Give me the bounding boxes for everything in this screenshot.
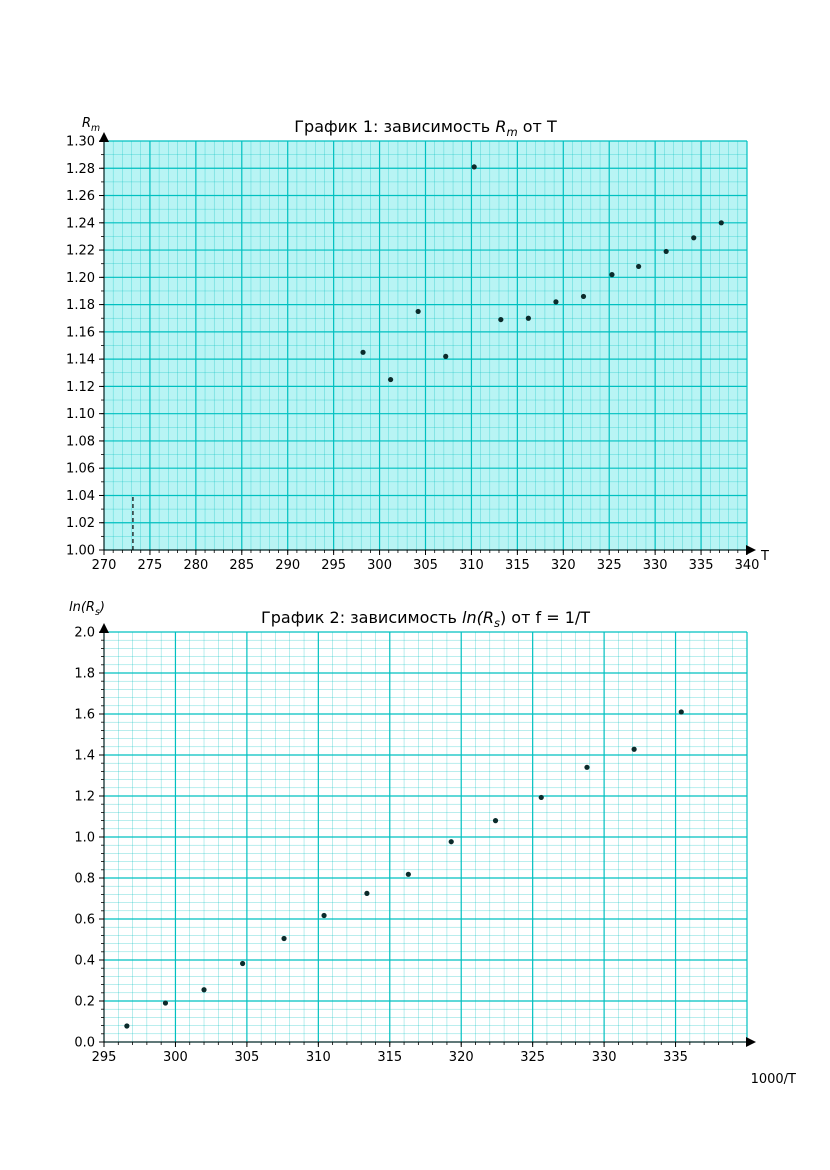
x-tick-label: 335 [663,1050,688,1065]
x-tick-label: 320 [449,1050,474,1065]
data-point [281,935,287,942]
x-tick-label: 275 [138,558,163,573]
y-tick-label: 1.8 [74,667,95,682]
y-tick-label: 1.06 [66,462,95,477]
y-tick-label: 1.24 [66,216,95,231]
y-axis-arrow-icon [99,623,109,633]
y-tick-label: 1.4 [74,749,95,764]
x-tick-label: 280 [183,558,208,573]
data-point [538,794,544,801]
x-tick-label: 330 [643,558,668,573]
y-tick-label: 0.6 [74,913,95,928]
y-tick-label: 1.18 [66,298,95,313]
y-tick-label: 1.30 [66,135,95,150]
data-points [360,164,724,383]
data-point [321,912,327,919]
y-tick-label: 1.22 [66,244,95,259]
x-tick-label: 325 [597,558,622,573]
y-tick-label: 0.4 [74,954,95,969]
x-tick-label: 340 [735,558,760,573]
y-tick-label: 1.6 [74,708,95,723]
data-point [691,235,697,241]
y-tick-label: 1.28 [66,162,95,177]
data-point [387,376,394,383]
x-tick-label: 300 [367,558,392,573]
y-tick-label: 0.2 [74,995,95,1010]
grid [103,631,748,1043]
x-tick-label: 310 [459,558,484,573]
data-point [609,272,615,278]
chart-title: График 2: зависимость ln(Rs) от f = 1/T [261,608,590,630]
data-points [124,709,684,1029]
y-tick-label: 1.10 [66,407,95,422]
y-tick-label: 1.16 [66,325,95,340]
data-point [415,308,421,315]
data-point [240,960,246,967]
y-tick-label: 1.02 [66,516,95,531]
x-tick-label: 285 [229,558,254,573]
x-tick-label: 295 [321,558,346,573]
data-point [443,353,449,360]
chart-title: График 1: зависимость Rm от T [294,117,557,139]
y-tick-label: 1.2 [74,790,95,805]
data-point [718,220,724,226]
x-tick-label: 305 [234,1050,259,1065]
x-tick-label: 300 [163,1050,188,1065]
x-tick-label: 330 [592,1050,617,1065]
y-axis-label: Rm [82,116,100,134]
x-tick-label: 320 [551,558,576,573]
x-tick-label: 290 [275,558,300,573]
chart-2-lnrs-vs-f: 295 300 305 310 315 320 325 330 335 0.0 0.2 0.4 0.6 0… [69,600,796,1087]
x-tick-label: 305 [413,558,438,573]
chart-1-rm-vs-t: 270 275 280 285 290 295 300 305 310 315 320 325 330 3… [66,116,769,573]
data-point [584,764,590,770]
data-point [124,1023,130,1029]
y-tick-label: 1.04 [66,489,95,504]
data-point [360,349,366,355]
y-tick-label: 1.08 [66,434,95,449]
x-tick-label: 315 [377,1050,402,1065]
x-tick-label: 295 [92,1050,117,1065]
y-axis-arrow-icon [99,132,109,142]
data-point [636,263,642,270]
data-point [553,299,559,305]
x-axis-arrow-icon [746,545,756,555]
y-tick-label: 0.8 [74,872,95,887]
x-tick-label: 335 [689,558,714,573]
x-tick-label: 270 [92,558,117,573]
x-axis-label: T [760,549,769,564]
x-tick-label: 325 [520,1050,545,1065]
data-point [580,293,587,300]
y-tick-label: 1.20 [66,271,95,286]
data-point [448,839,454,845]
data-point [663,248,669,255]
data-point [525,315,531,321]
y-tick-label: 2.0 [74,626,95,641]
y-tick-label: 1.0 [74,831,95,846]
y-tick-label: 1.12 [66,380,95,395]
data-point [498,316,504,323]
data-point [364,890,370,896]
data-point [631,746,637,752]
y-tick-label: 1.26 [66,189,95,204]
data-point [471,164,477,170]
data-point [678,709,684,715]
x-tick-label: 315 [505,558,530,573]
x-tick-label: 310 [306,1050,331,1065]
y-tick-label: 1.00 [66,544,95,559]
y-axis-label: ln(Rs) [69,600,105,618]
data-point [405,871,411,877]
x-axis-label: 1000/T [751,1072,796,1087]
y-tick-label: 0.0 [74,1036,95,1051]
x-axis-arrow-icon [746,1037,756,1047]
data-point [492,818,499,824]
data-point [162,1000,169,1006]
data-point [201,987,207,993]
y-tick-label: 1.14 [66,353,95,368]
